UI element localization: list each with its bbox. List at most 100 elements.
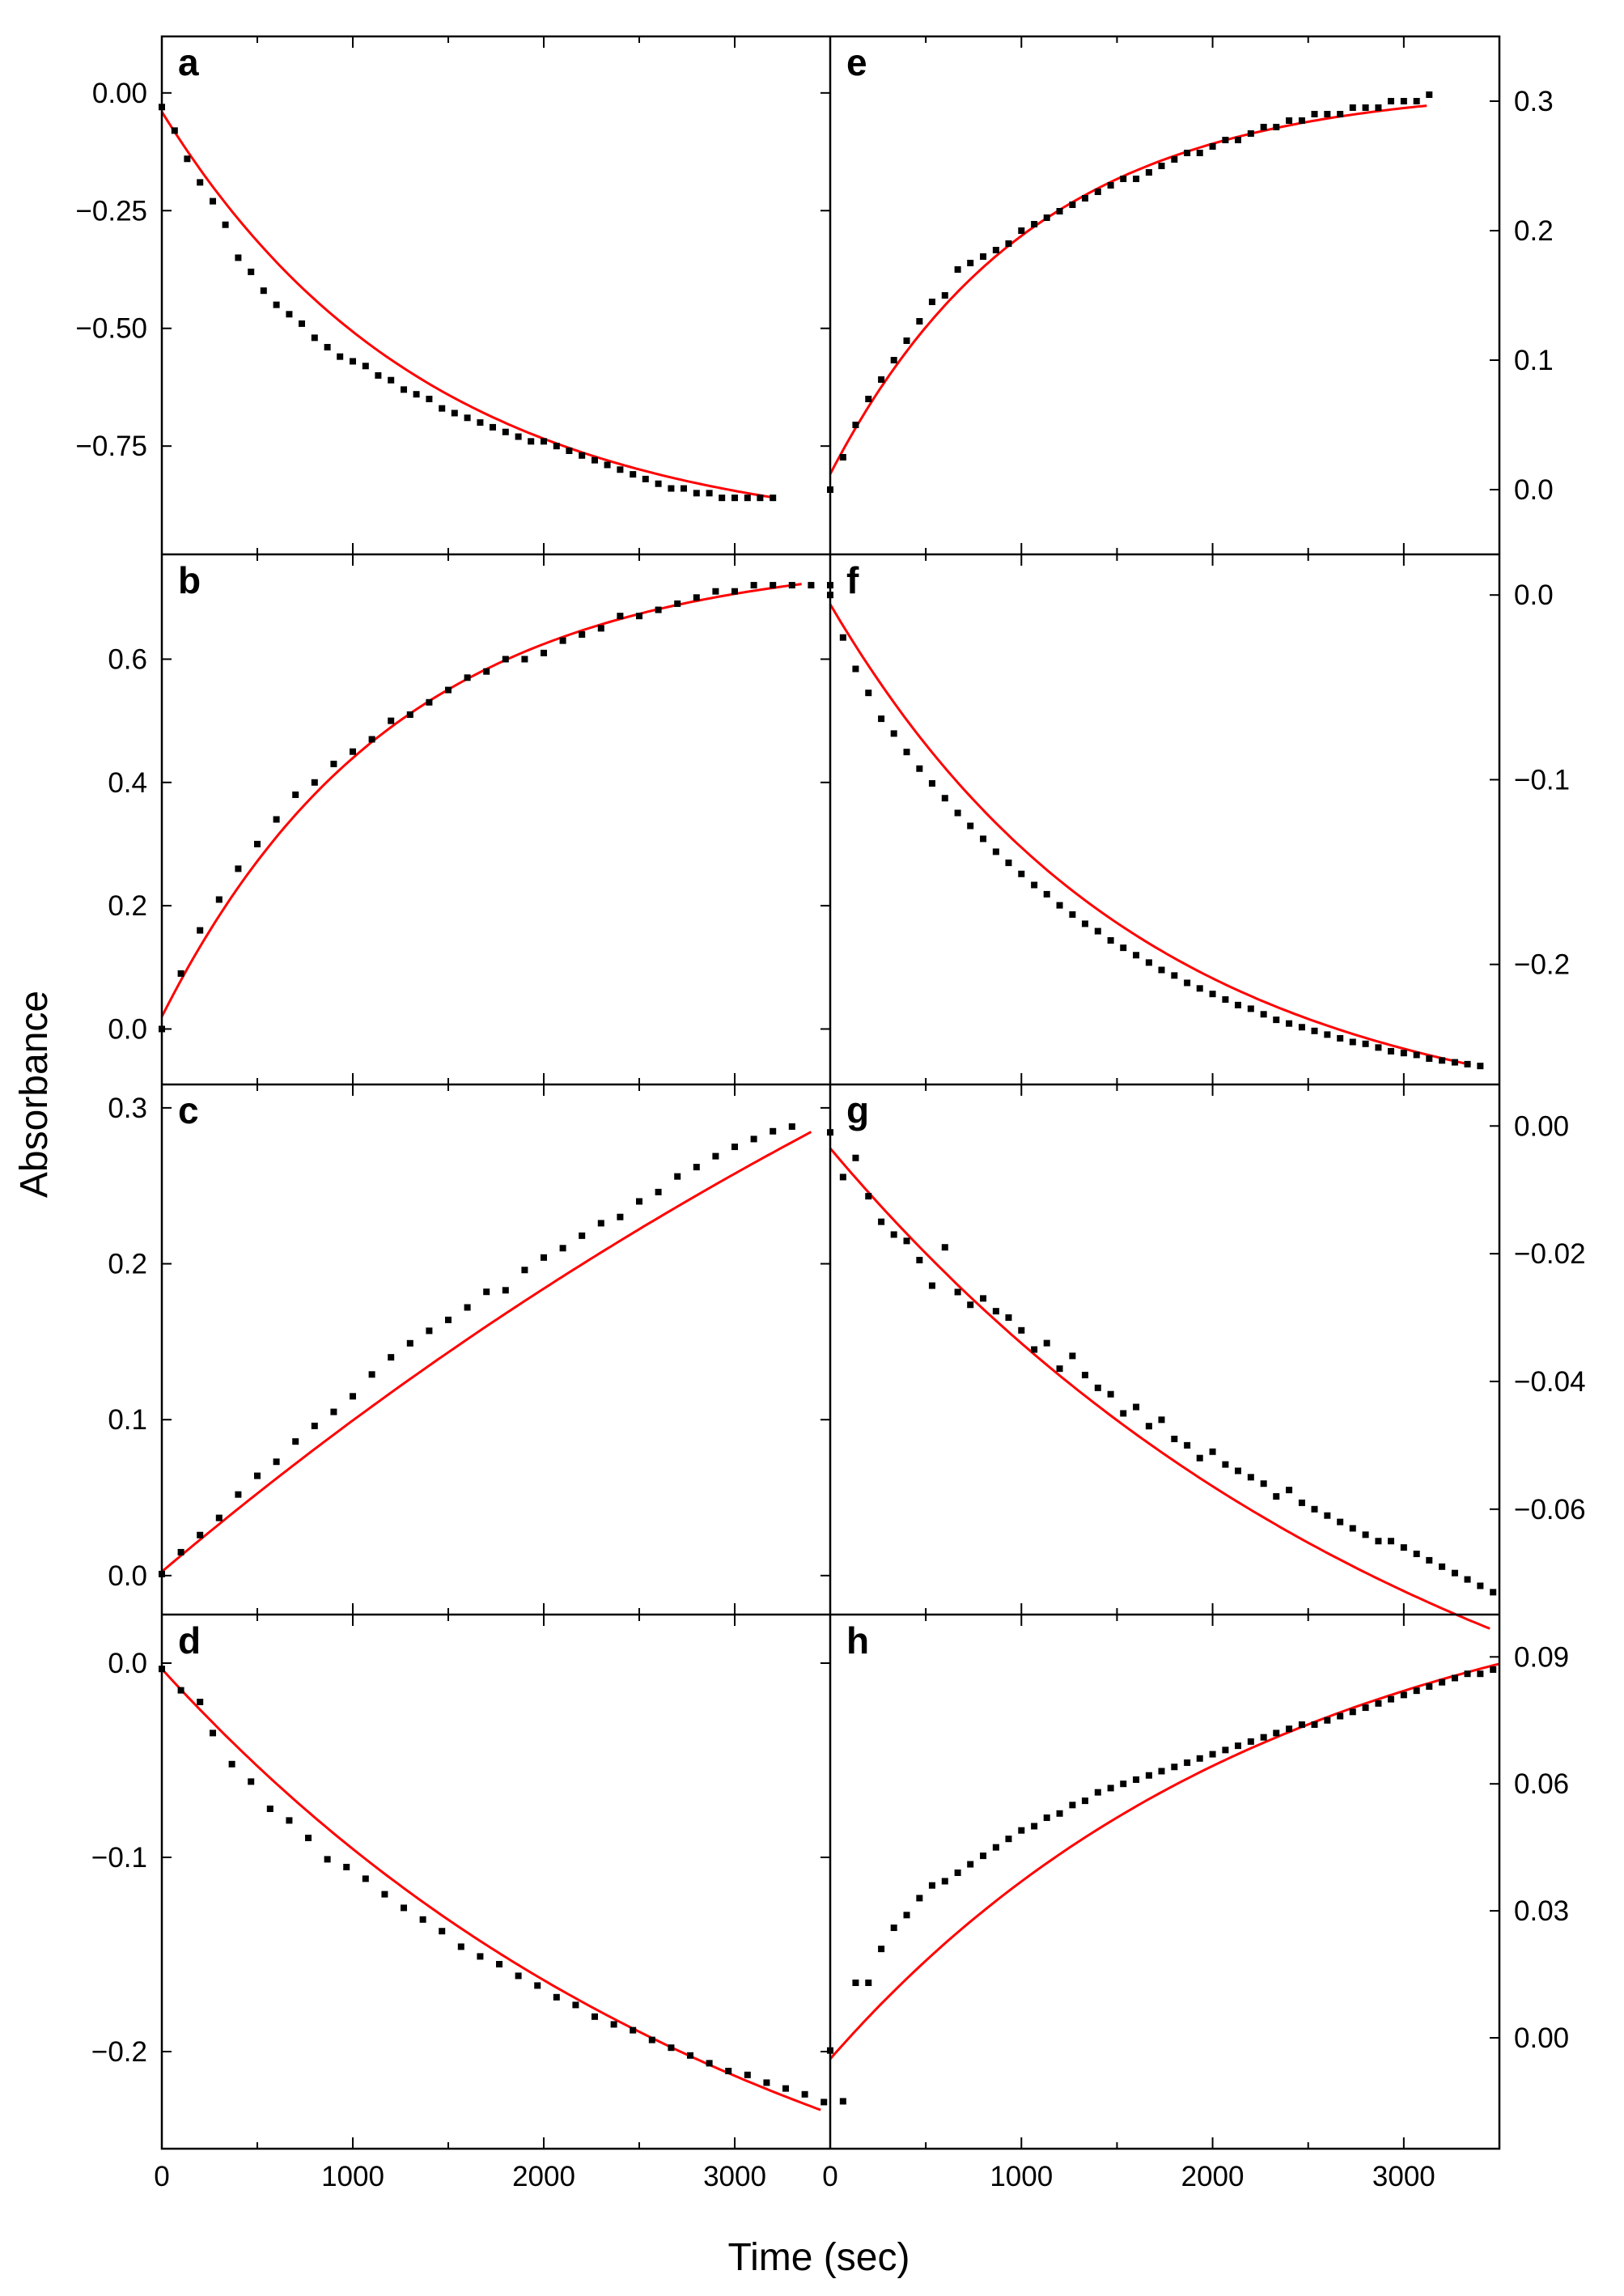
data-point-a xyxy=(592,456,599,464)
data-point-d xyxy=(177,1687,184,1694)
data-point-h xyxy=(1286,1725,1293,1733)
data-point-e xyxy=(1120,176,1127,182)
data-point-e xyxy=(941,292,948,299)
data-point-a xyxy=(553,443,560,450)
data-point-g xyxy=(1260,1480,1267,1488)
data-point-h xyxy=(1375,1700,1382,1707)
data-point-g xyxy=(1298,1499,1305,1506)
axes-layer: 0.00−0.25−0.50−0.750.00.20.40.60.00.10.2… xyxy=(75,36,1586,2192)
data-point-b xyxy=(750,582,757,589)
data-point-e xyxy=(1311,111,1318,117)
panel-a-ytick-label: 0.00 xyxy=(92,78,147,109)
data-point-d xyxy=(381,1891,388,1898)
data-point-g xyxy=(1337,1518,1344,1526)
data-point-f xyxy=(1413,1051,1420,1059)
panel-f-ytick-label: 0.0 xyxy=(1514,579,1554,611)
data-point-f xyxy=(1451,1059,1458,1066)
data-point-a xyxy=(337,353,344,360)
data-point-d xyxy=(362,1875,369,1882)
data-point-a xyxy=(401,386,408,393)
data-point-f xyxy=(1031,881,1038,889)
data-point-b xyxy=(731,588,738,595)
data-point-b xyxy=(770,582,777,589)
data-point-d xyxy=(801,2090,808,2098)
data-point-g xyxy=(1043,1339,1050,1347)
data-point-h xyxy=(1349,1708,1356,1716)
data-point-b xyxy=(350,748,356,755)
data-point-e xyxy=(1005,240,1012,247)
data-point-g xyxy=(916,1257,923,1264)
panel-c-ytick-label: 0.2 xyxy=(108,1249,147,1280)
data-point-d xyxy=(457,1943,464,1950)
data-point-c xyxy=(693,1164,700,1171)
data-point-g xyxy=(1158,1416,1165,1424)
data-point-g xyxy=(903,1237,910,1245)
data-point-e xyxy=(1133,176,1140,182)
data-point-a xyxy=(426,396,433,402)
panel-label-h: h xyxy=(846,1619,869,1662)
data-point-g xyxy=(1056,1365,1063,1373)
data-point-b xyxy=(559,637,566,644)
data-point-d xyxy=(706,2060,713,2067)
data-point-g xyxy=(1247,1474,1254,1481)
x-axis-title: Time (sec) xyxy=(728,2236,910,2279)
data-point-c xyxy=(311,1422,318,1429)
panel-b-ytick-label: 0.4 xyxy=(108,767,147,799)
data-point-g xyxy=(1400,1544,1407,1551)
data-point-e xyxy=(1222,137,1229,143)
data-point-f xyxy=(1375,1044,1382,1051)
data-point-h xyxy=(1056,1810,1063,1817)
data-point-f xyxy=(1005,859,1012,867)
data-point-d xyxy=(210,1729,217,1737)
x-tick-label: 1000 xyxy=(990,2161,1053,2192)
data-point-h xyxy=(878,1946,885,1953)
data-point-a xyxy=(680,485,687,492)
data-point-h xyxy=(852,1979,859,1986)
data-point-a xyxy=(668,485,675,492)
data-point-b xyxy=(483,668,490,675)
data-point-c xyxy=(330,1408,337,1415)
fit-curve-d xyxy=(160,1668,821,2111)
data-point-h xyxy=(1234,1742,1241,1750)
data-point-f xyxy=(992,848,999,855)
data-point-h xyxy=(1311,1721,1318,1728)
data-point-f xyxy=(928,779,935,787)
data-point-g xyxy=(1107,1390,1114,1398)
data-point-a xyxy=(604,461,611,469)
data-point-f xyxy=(1043,890,1050,898)
panel-h-ytick-label: 0.06 xyxy=(1514,1768,1569,1800)
data-point-a xyxy=(197,179,204,186)
data-point-f xyxy=(967,822,974,830)
fit-curve-a xyxy=(160,111,774,499)
data-point-b xyxy=(579,631,586,639)
data-point-d xyxy=(515,1972,522,1980)
data-point-g xyxy=(878,1218,885,1225)
data-point-f xyxy=(1209,991,1216,998)
data-point-g xyxy=(967,1301,974,1309)
data-point-h xyxy=(954,1869,961,1877)
data-point-g xyxy=(1081,1372,1088,1379)
data-point-a xyxy=(350,358,356,365)
data-point-g xyxy=(941,1244,948,1251)
data-point-e xyxy=(1362,104,1369,111)
panel-e-ytick-label: 0.2 xyxy=(1514,215,1554,247)
data-point-e xyxy=(1349,104,1356,111)
data-point-e xyxy=(839,454,846,460)
data-point-a xyxy=(235,254,242,261)
data-point-f xyxy=(954,809,961,817)
data-point-a xyxy=(260,287,267,295)
data-point-a xyxy=(298,320,305,327)
panel-h-ytick-label: 0.03 xyxy=(1514,1895,1569,1927)
data-point-e xyxy=(1247,130,1254,137)
data-point-c xyxy=(254,1472,261,1479)
panel-label-b: b xyxy=(178,559,201,601)
data-point-e xyxy=(1324,111,1331,117)
data-point-f xyxy=(890,730,897,737)
data-point-e xyxy=(992,247,999,253)
data-point-a xyxy=(210,197,217,205)
data-point-h xyxy=(1413,1687,1420,1695)
data-point-c xyxy=(674,1173,681,1180)
data-point-f xyxy=(1184,979,1191,987)
data-point-e xyxy=(980,253,987,260)
data-point-h xyxy=(1439,1678,1446,1686)
